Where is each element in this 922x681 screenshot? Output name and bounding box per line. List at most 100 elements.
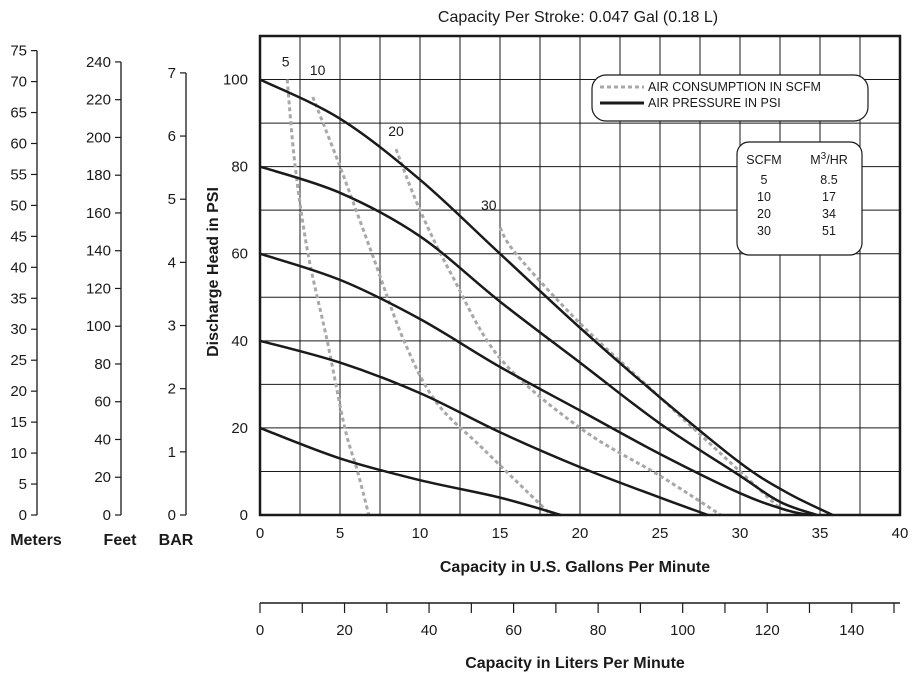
table-cell: 30 [757,224,771,238]
air-pressure-line-40-psi [259,339,709,517]
aux-tick-label-feet: 200 [86,129,111,146]
air-consumption-line-20-scfm [394,148,722,517]
liters-tick-label: 40 [421,622,438,639]
aux-tick-label-feet: 80 [94,356,111,373]
aux-tick-label-meters: 45 [10,228,27,245]
auxiliary-y-axes: 051015202530354045505560657075Meters0204… [10,43,194,549]
aux-tick-label-meters: 75 [10,43,27,60]
aux-tick-label-meters: 70 [10,74,27,91]
table-header-scfm: SCFM [746,153,781,167]
aux-tick-label-meters: 0 [19,507,27,524]
air-consumption-line-5-scfm [285,79,371,516]
air-pressure-line-60-psi [259,252,813,517]
aux-tick-label-meters: 10 [10,445,27,462]
x-tick-label: 25 [652,525,669,542]
liters-tick-label: 120 [755,622,780,639]
air-pressure-line-80-psi [259,165,818,517]
liters-tick-label: 100 [670,622,695,639]
chart-title: Capacity Per Stroke: 0.047 Gal (0.18 L) [438,9,718,26]
liters-tick-label: 0 [256,622,264,639]
x-tick-label: 15 [492,525,509,542]
table-cell: 20 [757,207,771,221]
aux-tick-label-meters: 50 [10,197,27,214]
aux-tick-label-meters: 40 [10,259,27,276]
x-tick-label: 20 [572,525,589,542]
table-cell: 5 [761,173,768,187]
aux-tick-label-meters: 20 [10,383,27,400]
x-axis-label: Capacity in U.S. Gallons Per Minute [440,559,710,576]
air-curve-label-5: 5 [282,53,290,69]
aux-tick-label-meters: 35 [10,290,27,307]
aux-tick-label-meters: 55 [10,166,27,183]
table-header-m3hr: M3/HR [810,151,848,167]
air-curve-label-30: 30 [481,197,497,213]
air-consumption-line-30-scfm [498,226,782,510]
air-curve-label-10: 10 [310,62,326,78]
x-tick-label: 40 [892,525,909,542]
scfm-conversion-table: SCFM M3/HR 5 8.5 10 17 20 34 30 51 [736,141,863,256]
aux-tick-label-bar: 3 [168,318,176,335]
air-consumption-line-10-scfm [311,96,553,517]
aux-tick-label-meters: 65 [10,105,27,122]
table-cell: 34 [822,207,836,221]
air-curve-label-20: 20 [388,123,404,139]
aux-tick-label-bar: 5 [168,191,176,208]
x-tick-label: 10 [412,525,429,542]
air-curve-labels: 5 10 20 30 [282,53,497,213]
aux-tick-label-meters: 5 [19,476,27,493]
aux-tick-label-feet: 100 [86,318,111,335]
aux-tick-label-feet: 40 [94,431,111,448]
legend-label: AIR PRESSURE IN PSI [648,96,781,110]
aux-axis-unit-feet: Feet [104,532,138,549]
axis-tick-labels: 0 5 10 15 20 25 30 35 40 0 20 40 60 80 100 [223,72,908,542]
aux-axis-unit-meters: Meters [10,532,62,549]
y-tick-label: 60 [231,246,248,263]
legend-box [591,74,869,122]
aux-tick-label-meters: 60 [10,135,27,152]
aux-tick-label-feet: 140 [86,243,111,260]
aux-tick-label-feet: 220 [86,92,111,109]
aux-tick-label-bar: 7 [168,65,176,82]
legend-label: AIR CONSUMPTION IN SCFM [648,80,821,94]
aux-tick-label-feet: 240 [86,54,111,71]
air-pressure-curves [259,78,834,517]
air-pressure-line-20-psi [259,426,562,517]
y-tick-label: 80 [231,159,248,176]
aux-tick-label-bar: 4 [168,254,176,271]
liters-tick-label: 20 [336,622,353,639]
aux-tick-label-meters: 25 [10,352,27,369]
liters-tick-label: 140 [839,622,864,639]
aux-tick-label-feet: 180 [86,167,111,184]
table-cell: 8.5 [820,173,837,187]
aux-tick-label-bar: 2 [168,381,176,398]
y-tick-label: 0 [240,507,248,524]
y-tick-label: 40 [231,333,248,350]
y-tick-label: 100 [223,72,248,89]
aux-tick-label-feet: 160 [86,205,111,222]
table-cell: 51 [822,224,836,238]
liters-axis-label: Capacity in Liters Per Minute [465,655,685,672]
legend: AIR CONSUMPTION IN SCFM AIR PRESSURE IN P… [591,74,869,122]
y-tick-label: 20 [231,420,248,437]
plot-frame [258,34,902,517]
table-cell: 17 [822,190,836,204]
x-tick-label: 0 [256,525,264,542]
aux-tick-label-feet: 120 [86,280,111,297]
aux-tick-label-feet: 0 [103,507,111,524]
x-tick-label: 35 [812,525,829,542]
liters-tick-label: 60 [505,622,522,639]
liters-tick-label: 80 [590,622,607,639]
x-tick-label: 30 [732,525,749,542]
aux-tick-label-bar: 1 [168,444,176,461]
air-consumption-curves [285,79,782,517]
aux-tick-label-bar: 6 [168,128,176,145]
aux-tick-label-feet: 20 [94,469,111,486]
aux-axis-unit-bar: BAR [159,532,194,549]
air-pressure-line-100-psi [259,78,834,517]
aux-tick-label-meters: 30 [10,321,27,338]
aux-tick-label-meters: 15 [10,414,27,431]
liters-axis: 0 20 40 60 80 100 120 140 [256,602,900,639]
y-axis-label: Discharge Head in PSI [205,187,222,357]
aux-tick-label-bar: 0 [168,507,176,524]
